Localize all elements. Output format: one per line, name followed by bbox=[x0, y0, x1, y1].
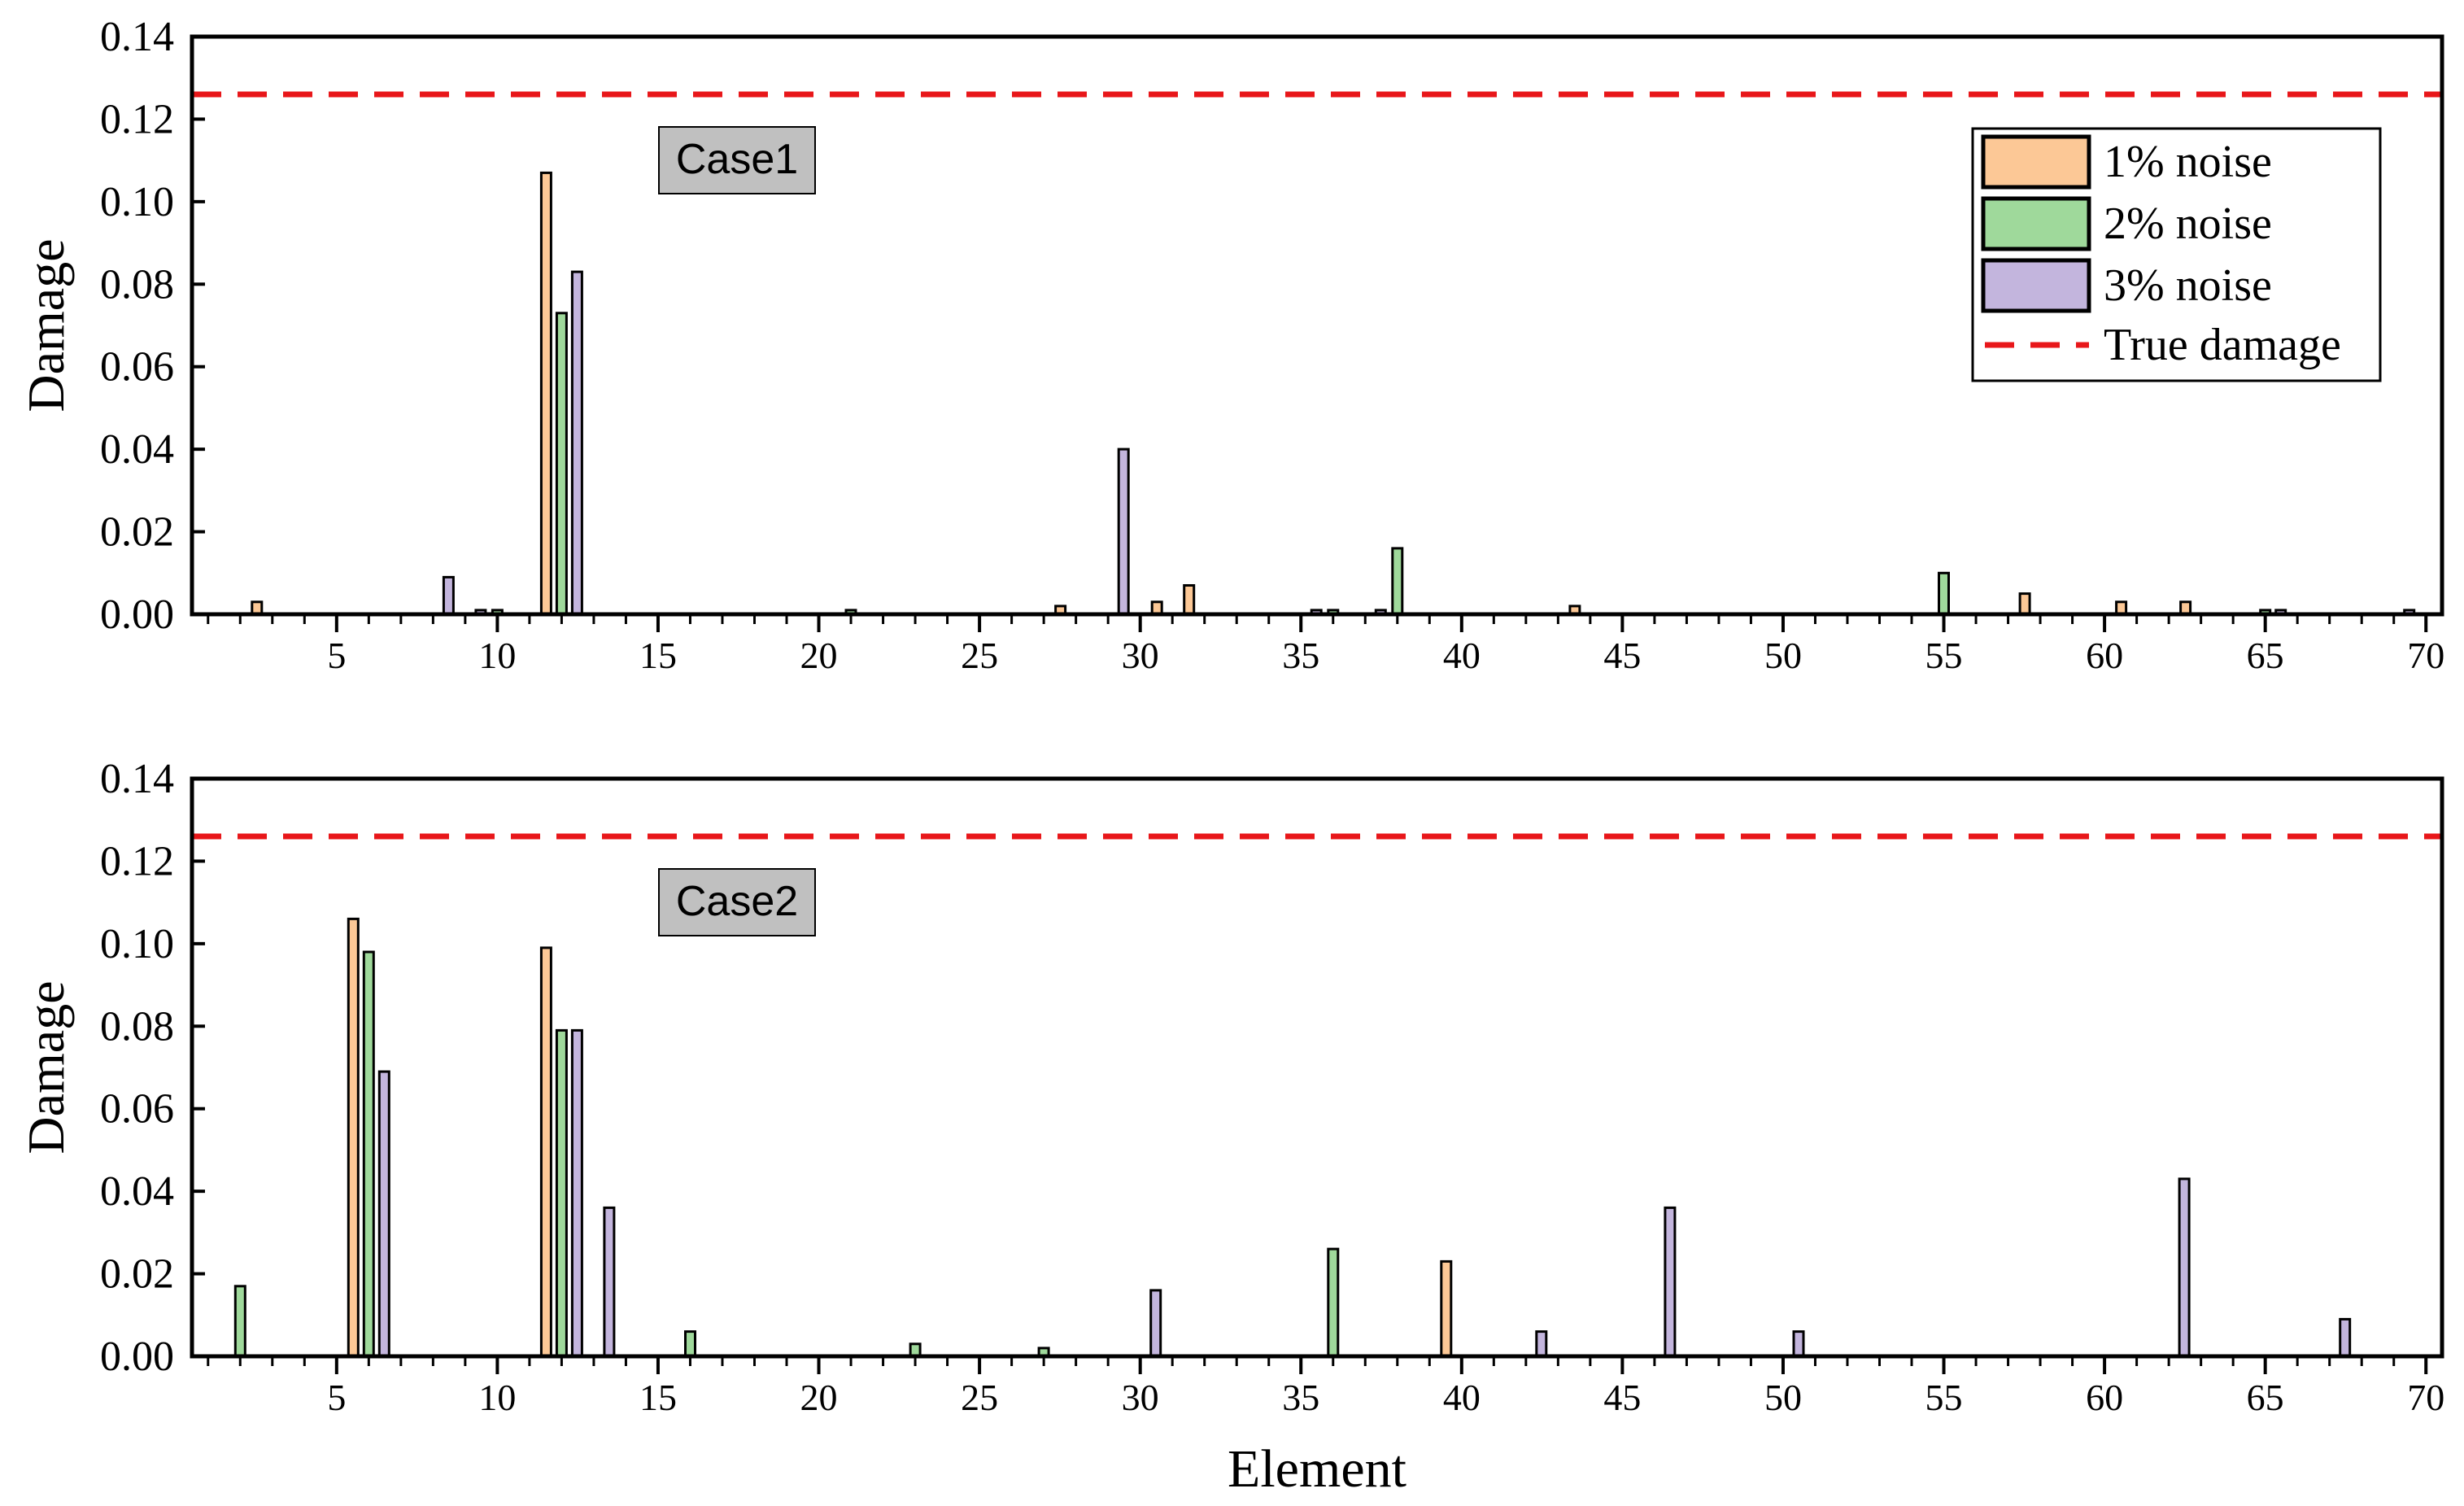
bar-2-1 bbox=[362, 950, 375, 1358]
axes-frame bbox=[190, 34, 2444, 617]
bar-3-0 bbox=[442, 575, 455, 616]
legend-label-3: 3% noise bbox=[2104, 260, 2272, 311]
x-tick-label: 65 bbox=[2247, 635, 2284, 676]
bar-1-2 bbox=[1440, 1259, 1453, 1358]
bar-3-3 bbox=[1149, 1289, 1162, 1358]
legend-label-true-damage: True damage bbox=[2104, 320, 2341, 370]
y-tick-label: 0.06 bbox=[100, 344, 174, 391]
x-tick-label: 20 bbox=[800, 635, 838, 676]
x-tick-label: 50 bbox=[1764, 1377, 1802, 1418]
x-tick-label: 30 bbox=[1122, 635, 1159, 676]
y-axis-label: Damage bbox=[17, 238, 75, 412]
x-tick-label: 15 bbox=[639, 635, 677, 676]
bar-2-3 bbox=[684, 1330, 696, 1358]
y-tick-label: 0.00 bbox=[100, 591, 174, 638]
bar-2-0 bbox=[233, 1285, 246, 1358]
y-tick-label: 0.10 bbox=[100, 921, 174, 967]
y-tick-label: 0.02 bbox=[100, 1251, 174, 1298]
panel-case1: 0.00 0.02 0.04 0.06 0.08 0.10 0.12 0.14 5 10 15 20 2… bbox=[17, 14, 2444, 676]
bar-2-2 bbox=[555, 1028, 568, 1358]
legend: 1% noise 2% noise 3% noise True damage bbox=[1971, 127, 2382, 382]
x-tick-label: 10 bbox=[478, 635, 516, 676]
x-tick-label: 65 bbox=[2247, 1377, 2284, 1418]
bar-1-6 bbox=[2018, 592, 2031, 616]
legend-swatch-3 bbox=[1981, 258, 2091, 313]
x-tick-label: 55 bbox=[1925, 635, 1963, 676]
bar-3-7 bbox=[2178, 1177, 2191, 1358]
y-tick-label: 0.00 bbox=[100, 1334, 174, 1380]
bar-3-6 bbox=[1792, 1330, 1805, 1358]
x-tick-label: 40 bbox=[1443, 635, 1481, 676]
x-tick-label: 45 bbox=[1603, 1377, 1641, 1418]
x-tick-label: 10 bbox=[478, 1377, 516, 1418]
panel-case2: 0.00 0.02 0.04 0.06 0.08 0.10 0.12 0.14 5 10 15 20 2… bbox=[17, 756, 2444, 1499]
x-axis-label: Element bbox=[1228, 1439, 1406, 1499]
y-tick-label: 0.08 bbox=[100, 261, 174, 308]
y-tick-label: 0.10 bbox=[100, 179, 174, 225]
y-tick-label: 0.02 bbox=[100, 509, 174, 556]
legend-label-1: 1% noise bbox=[2104, 137, 2272, 187]
legend-swatch-2 bbox=[1981, 196, 2091, 251]
bar-2-5 bbox=[1938, 571, 1950, 616]
x-tick-label: 25 bbox=[961, 1377, 998, 1418]
y-tick-label: 0.04 bbox=[100, 1168, 174, 1215]
x-tick-label: 30 bbox=[1122, 1377, 1159, 1418]
bar-2-4 bbox=[1391, 547, 1404, 616]
bar-3-0 bbox=[377, 1070, 390, 1358]
y-tick-label: 0.14 bbox=[100, 14, 174, 60]
x-tick-label: 35 bbox=[1282, 1377, 1319, 1418]
bar-3-8 bbox=[2339, 1317, 2352, 1358]
legend-label-2: 2% noise bbox=[2104, 199, 2272, 249]
x-tick-label: 70 bbox=[2407, 1377, 2444, 1418]
axes-frame bbox=[190, 776, 2444, 1359]
x-tick-label: 55 bbox=[1925, 1377, 1963, 1418]
x-tick-label: 70 bbox=[2407, 635, 2444, 676]
case-label: Case1 bbox=[676, 136, 798, 183]
y-tick-label: 0.08 bbox=[100, 1003, 174, 1050]
bar-1-1 bbox=[539, 171, 552, 616]
bar-1-0 bbox=[347, 917, 360, 1358]
x-tick-label: 50 bbox=[1764, 635, 1802, 676]
x-tick-label: 35 bbox=[1282, 635, 1319, 676]
case-label: Case2 bbox=[676, 878, 798, 925]
y-tick-label: 0.12 bbox=[100, 96, 174, 142]
legend-swatch-1 bbox=[1981, 134, 2091, 190]
x-tick-label: 5 bbox=[327, 635, 346, 676]
x-tick-label: 60 bbox=[2086, 635, 2123, 676]
x-tick-label: 40 bbox=[1443, 1377, 1481, 1418]
x-tick-label: 20 bbox=[800, 1377, 838, 1418]
y-tick-label: 0.12 bbox=[100, 838, 174, 884]
bar-3-5 bbox=[1664, 1206, 1677, 1358]
y-tick-label: 0.06 bbox=[100, 1086, 174, 1133]
bar-2-1 bbox=[555, 312, 568, 616]
bar-1-4 bbox=[1183, 584, 1196, 616]
bar-3-1 bbox=[570, 1028, 583, 1358]
y-axis-label: Damage bbox=[17, 980, 75, 1154]
bar-3-2 bbox=[570, 270, 583, 616]
bar-3-2 bbox=[603, 1206, 616, 1358]
bar-2-6 bbox=[1327, 1247, 1340, 1358]
x-tick-label: 45 bbox=[1603, 635, 1641, 676]
x-tick-label: 5 bbox=[327, 1377, 346, 1418]
y-tick-label: 0.14 bbox=[100, 756, 174, 802]
case-label-box bbox=[658, 126, 816, 194]
case-label-box bbox=[658, 868, 816, 936]
bar-1-1 bbox=[539, 946, 552, 1358]
bar-3-4 bbox=[1535, 1330, 1548, 1358]
y-tick-label: 0.04 bbox=[100, 426, 174, 473]
x-tick-label: 60 bbox=[2086, 1377, 2123, 1418]
x-tick-label: 25 bbox=[961, 635, 998, 676]
x-tick-label: 15 bbox=[639, 1377, 677, 1418]
bar-3-3 bbox=[1117, 447, 1130, 616]
